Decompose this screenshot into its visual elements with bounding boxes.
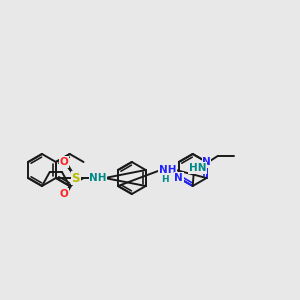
Text: S: S — [72, 172, 80, 184]
Text: N: N — [175, 173, 183, 183]
Text: NH: NH — [159, 165, 176, 175]
Text: NH: NH — [89, 173, 106, 183]
Text: O: O — [59, 189, 68, 199]
Text: HN: HN — [189, 163, 206, 173]
Text: O: O — [59, 157, 68, 167]
Text: H: H — [161, 176, 169, 184]
Text: N: N — [202, 157, 211, 167]
